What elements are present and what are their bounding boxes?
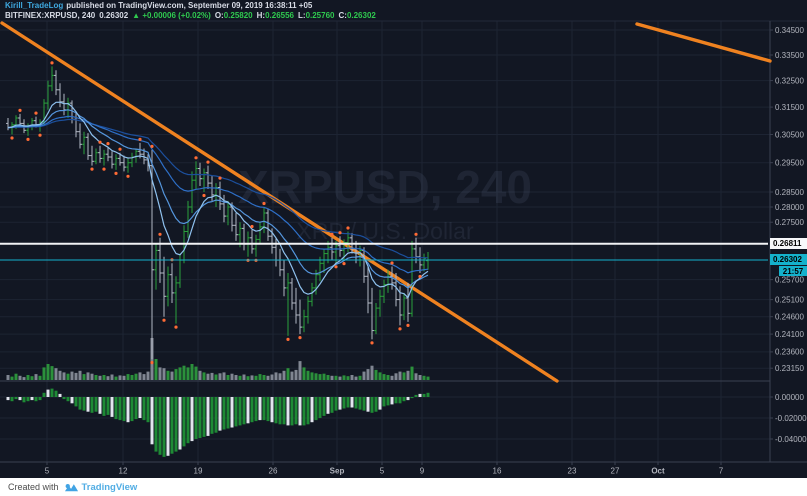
svg-text:0.00000: 0.00000 [775, 393, 804, 402]
ema-36 [7, 115, 429, 274]
oscillator-histogram [6, 388, 430, 457]
svg-text:0.33500: 0.33500 [775, 51, 804, 60]
svg-text:0.32500: 0.32500 [775, 76, 804, 85]
svg-text:5: 5 [380, 467, 385, 476]
svg-text:0.27500: 0.27500 [775, 218, 804, 227]
author-link[interactable]: Kirill_TradeLog [5, 1, 64, 10]
svg-text:7: 7 [719, 467, 724, 476]
svg-text:0.29500: 0.29500 [775, 159, 804, 168]
svg-text:23: 23 [568, 467, 577, 476]
close-label: C: [338, 10, 347, 20]
high-value: 0.26556 [265, 10, 294, 20]
time-axis[interactable] [0, 462, 807, 478]
price-line-label: 0.26811 [770, 238, 807, 250]
svg-text:5: 5 [45, 467, 50, 476]
svg-text:0.23600: 0.23600 [775, 348, 804, 357]
volume-histogram [6, 338, 430, 380]
svg-text:0.25700: 0.25700 [775, 275, 804, 284]
last-price: 0.26302 [99, 10, 129, 20]
price-change: ▲ +0.00006 (+0.02%) [132, 10, 211, 20]
symbol-line: BITFINEX:XRPUSD, 240 0.26302 ▲ +0.00006 (+… [5, 11, 376, 21]
bar-countdown-label: 21:57 [779, 266, 807, 277]
svg-text:27: 27 [611, 467, 620, 476]
byline: Kirill_TradeLog published on TradingView.… [5, 1, 376, 11]
open-value: 0.25820 [223, 10, 253, 20]
low-value: 0.25760 [305, 10, 335, 20]
tradingview-link[interactable]: TradingView [64, 481, 138, 493]
svg-text:0.23150: 0.23150 [775, 364, 804, 373]
svg-text:26: 26 [269, 467, 278, 476]
svg-text:-0.02000: -0.02000 [775, 414, 807, 423]
close-value: 0.26302 [346, 10, 376, 20]
pane-frame [0, 20, 807, 463]
svg-text:0.28000: 0.28000 [775, 203, 804, 212]
svg-text:XRPUSD, 240: XRPUSD, 240 [238, 161, 532, 213]
footer: Created with TradingView [0, 478, 807, 496]
svg-text:0.34500: 0.34500 [775, 26, 804, 35]
svg-text:Oct: Oct [651, 467, 665, 476]
price-lines[interactable] [0, 242, 768, 261]
svg-text:0.28500: 0.28500 [775, 188, 804, 197]
svg-text:Sep: Sep [330, 467, 345, 476]
tradingview-brand-text: TradingView [81, 481, 138, 493]
svg-text:19: 19 [194, 467, 203, 476]
symbol-name: BITFINEX:XRPUSD, 240 [5, 10, 96, 20]
svg-text:-0.04000: -0.04000 [775, 435, 807, 444]
ema-lines [7, 101, 429, 299]
chart-header: Kirill_TradeLog published on TradingView.… [5, 1, 376, 20]
open-label: O: [214, 10, 224, 20]
created-with-text: Created with [8, 482, 59, 492]
byline-text: published on TradingView.com, September … [66, 1, 313, 10]
svg-text:9: 9 [420, 467, 425, 476]
price-axis-labels: 0.34500 0.33500 0.32500 0.31500 0.30500 0.295… [770, 26, 807, 444]
svg-text:12: 12 [119, 467, 128, 476]
high-label: H: [256, 10, 266, 20]
current-price-label: 0.26302 [770, 254, 807, 266]
ema-9 [7, 101, 429, 299]
tradingview-logo-icon [64, 483, 78, 491]
svg-text:0.24600: 0.24600 [775, 313, 804, 322]
time-axis-labels: 5 12 19 26 Sep 5 9 16 23 27 Oct 7 [45, 462, 724, 476]
svg-text:0.24100: 0.24100 [775, 330, 804, 339]
low-label: L: [298, 10, 306, 20]
svg-text:0.31500: 0.31500 [775, 103, 804, 112]
ema-54 [7, 118, 429, 259]
svg-text:0.25100: 0.25100 [775, 295, 804, 304]
svg-text:16: 16 [493, 467, 502, 476]
svg-text:0.30500: 0.30500 [775, 130, 804, 139]
